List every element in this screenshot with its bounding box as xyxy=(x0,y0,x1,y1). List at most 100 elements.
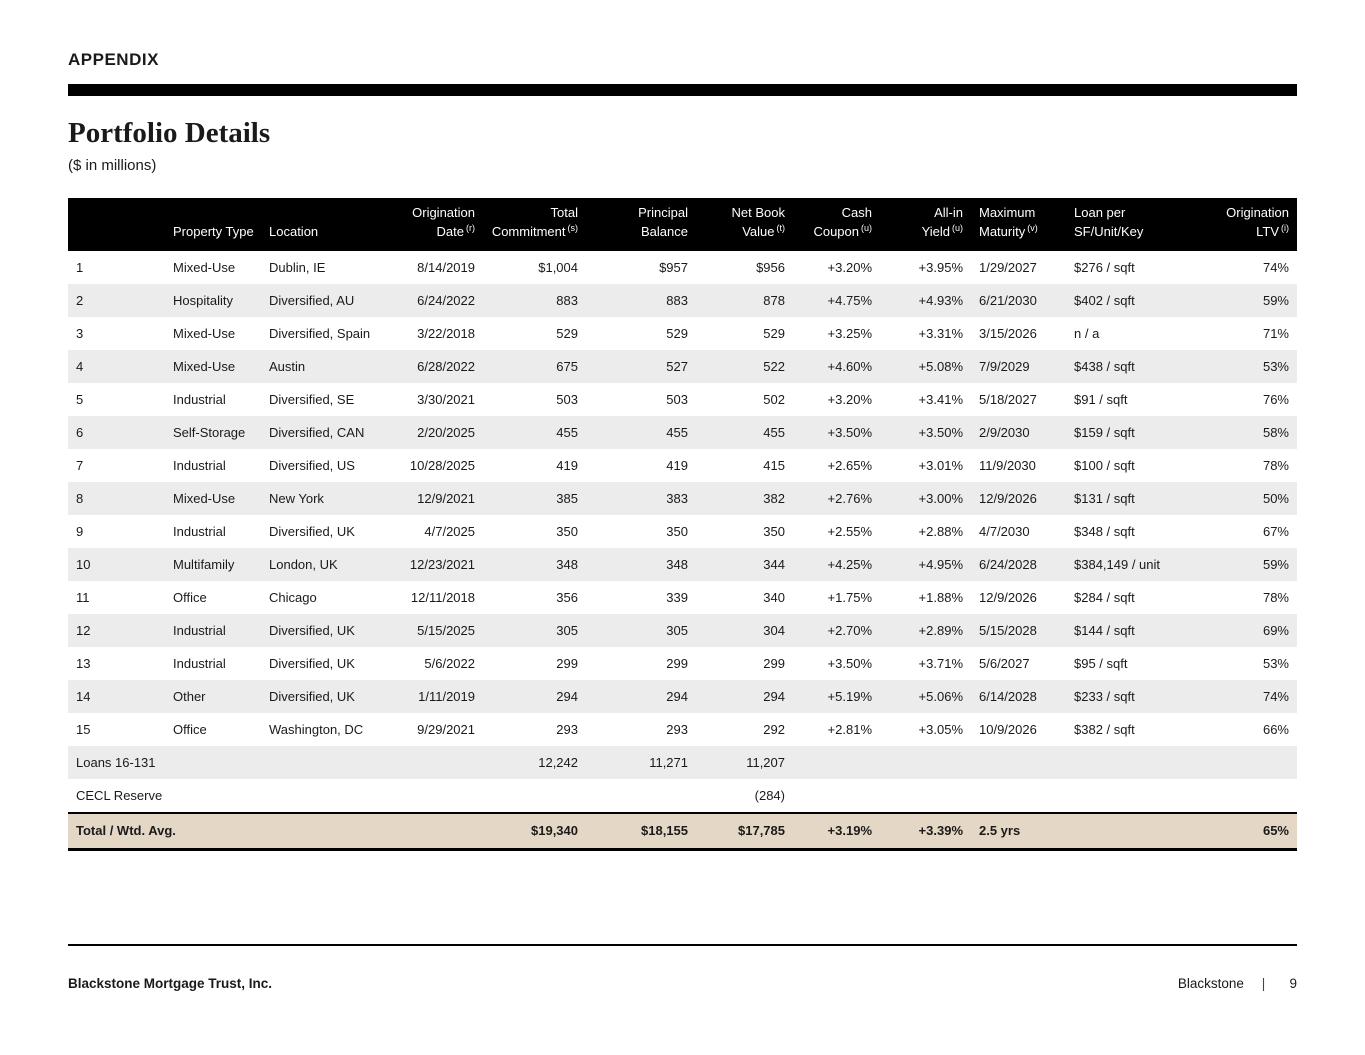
table-cell: 12/23/2021 xyxy=(409,556,475,572)
table-cell: 5/6/2027 xyxy=(979,655,1030,671)
table-cell: 50% xyxy=(1262,490,1289,506)
table-cell: 9/29/2021 xyxy=(417,721,475,737)
column-header-line: LTV (i) xyxy=(1256,222,1289,239)
table-cell xyxy=(399,779,483,813)
table-cell xyxy=(1066,746,1197,779)
column-header-line: Cash xyxy=(841,205,872,220)
table-cell: 529 xyxy=(556,325,578,341)
table-cell xyxy=(261,779,399,813)
table-cell: Diversified, UK xyxy=(269,688,355,704)
table-cell: 58% xyxy=(1262,424,1289,440)
table-cell: +3.20% xyxy=(827,259,872,275)
table-cell: +2.70% xyxy=(827,622,872,638)
page-footer: Blackstone Mortgage Trust, Inc. Blacksto… xyxy=(68,976,1297,991)
table-cell: 5/15/2028 xyxy=(979,622,1037,638)
table-cell: 7 xyxy=(76,457,84,473)
table-cell xyxy=(261,746,399,779)
table-cell: 503 xyxy=(556,391,578,407)
table-cell: 6/24/2028 xyxy=(979,556,1037,572)
table-cell: $1,004 xyxy=(538,259,578,275)
table-cell xyxy=(399,746,483,779)
table-cell: Diversified, SE xyxy=(269,391,355,407)
footnote-marker: (v) xyxy=(1027,222,1038,233)
table-cell: 12/11/2018 xyxy=(410,589,475,605)
footnote-marker: (s) xyxy=(567,222,579,233)
column-header-line: Origination xyxy=(1226,205,1289,220)
total-row: Total / Wtd. Avg. $19,340 $18,155 $17,785 +3… xyxy=(68,811,1297,851)
table-cell: +1.75% xyxy=(827,589,872,605)
table-cell: 883 xyxy=(666,292,688,308)
table-cell: $402 / sqft xyxy=(1074,292,1135,308)
table-cell: 13 xyxy=(76,655,91,671)
column-header: Property Type xyxy=(165,198,261,251)
table-header: Property Type Location Origination Date (r) T… xyxy=(68,198,1297,251)
table-cell: Chicago xyxy=(269,589,317,605)
table-cell: Diversified, UK xyxy=(269,622,355,638)
table-cell: +3.50% xyxy=(918,424,963,440)
total-row-cell: +3.19% xyxy=(793,811,880,851)
table-cell: 455 xyxy=(556,424,578,440)
column-header-line: SF/Unit/Key xyxy=(1074,223,1144,239)
table-cell: 8 xyxy=(76,490,84,506)
table-cell: 2/9/2030 xyxy=(979,424,1030,440)
table-cell: New York xyxy=(269,490,324,506)
table-cell xyxy=(1197,779,1297,813)
table-row: 10 Multifamily London, UK 12/23/2021 348 348 3… xyxy=(68,547,1297,581)
table-cell: 11 xyxy=(76,589,90,605)
table-cell: 14 xyxy=(76,688,91,704)
table-cell: +4.75% xyxy=(827,292,872,308)
column-header-line: All-in xyxy=(934,205,963,220)
table-cell: $384,149 / unit xyxy=(1074,556,1161,572)
table-cell: +3.01% xyxy=(918,457,963,473)
table-body: 1 Mixed-Use Dublin, IE 8/14/2019 $1,004 $957 $… xyxy=(68,251,1297,813)
table-cell: 455 xyxy=(763,424,785,440)
table-cell: 12 xyxy=(76,622,91,638)
table-row: Loans 16-131 12,242 11,271 11,207 xyxy=(68,745,1297,779)
column-header: Origination Date (r) xyxy=(399,198,483,251)
table-cell: 11,271 xyxy=(649,754,688,770)
table-cell: 3/30/2021 xyxy=(417,391,475,407)
table-cell: 503 xyxy=(666,391,688,407)
table-cell: 8/14/2019 xyxy=(417,259,475,275)
table-row: 12 Industrial Diversified, UK 5/15/2025 305 3… xyxy=(68,613,1297,647)
table-cell: 12/9/2026 xyxy=(979,490,1037,506)
table-cell: 293 xyxy=(556,721,578,737)
table-cell: 293 xyxy=(666,721,688,737)
footer-brand: Blackstone xyxy=(1177,976,1244,991)
footnote-marker: (u) xyxy=(861,222,872,233)
table-cell xyxy=(1197,746,1297,779)
table-cell: Office xyxy=(173,589,207,605)
table-cell: Self-Storage xyxy=(173,424,246,440)
table-cell: +3.41% xyxy=(918,391,963,407)
table-cell: Mixed-Use xyxy=(173,358,236,374)
page-content: APPENDIX Portfolio Details ($ in million… xyxy=(68,0,1297,851)
column-header: Maximum Maturity (v) xyxy=(971,198,1066,251)
table-row: 9 Industrial Diversified, UK 4/7/2025 350 350… xyxy=(68,515,1297,548)
total-row-cell xyxy=(261,811,399,851)
table-cell: CECL Reserve xyxy=(76,787,163,803)
table-cell: Industrial xyxy=(173,457,226,473)
table-cell: 350 xyxy=(556,523,578,539)
table-cell xyxy=(483,779,586,813)
table-cell xyxy=(880,779,971,813)
total-row-cell: Total / Wtd. Avg. xyxy=(68,811,176,851)
table-cell: Mixed-Use xyxy=(173,325,236,341)
portfolio-table: Property Type Location Origination Date (r) T… xyxy=(68,198,1297,851)
table-cell: 10/9/2026 xyxy=(979,721,1037,737)
table-cell: 350 xyxy=(666,523,688,539)
table-cell: 2/20/2025 xyxy=(417,424,475,440)
table-cell: Austin xyxy=(269,358,306,374)
table-cell: 11,207 xyxy=(746,754,785,770)
table-cell xyxy=(971,746,1066,779)
table-cell: Diversified, AU xyxy=(269,292,355,308)
table-cell: 1 xyxy=(76,259,84,275)
total-row-cell: 2.5 yrs xyxy=(971,811,1066,851)
column-header: Principal Balance xyxy=(586,198,696,251)
table-row: 14 Other Diversified, UK 1/11/2019 294 294 294… xyxy=(68,679,1297,713)
table-footer: Total / Wtd. Avg. $19,340 $18,155 $17,785 +3… xyxy=(68,811,1297,851)
table-cell: Industrial xyxy=(173,391,226,407)
table-row: 15 Office Washington, DC 9/29/2021 293 293 292… xyxy=(68,713,1297,746)
column-header-line: Commitment (s) xyxy=(491,222,579,239)
table-cell: 4/7/2030 xyxy=(979,523,1030,539)
table-row: 3 Mixed-Use Diversified, Spain 3/22/2018 529… xyxy=(68,317,1297,350)
